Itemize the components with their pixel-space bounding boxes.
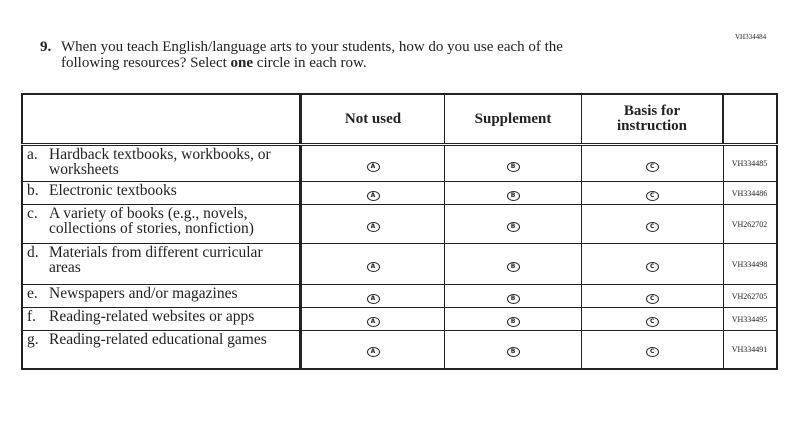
row-letter: c.: [27, 205, 38, 222]
radio-bubble-a[interactable]: A: [366, 294, 380, 304]
question-text: 9. When you teach English/language arts t…: [40, 39, 563, 71]
header-supplement: Supplement: [444, 93, 582, 146]
row-text: Materials from different curricular area…: [49, 244, 263, 276]
row-letter: g.: [27, 331, 39, 348]
row-letter: b.: [27, 182, 39, 199]
row-text: Electronic textbooks: [49, 182, 177, 199]
table-row: a. Hardback textbooks, workbooks, or work…: [21, 144, 777, 182]
radio-bubble-c[interactable]: C: [645, 347, 659, 358]
option-cell: A: [300, 284, 445, 308]
option-cell: B: [444, 204, 582, 244]
radio-bubble-b[interactable]: B: [506, 317, 520, 327]
radio-bubble-b[interactable]: B: [506, 294, 520, 304]
header-not-used: Not used: [300, 93, 445, 146]
row-code: VH334491: [722, 330, 777, 369]
header-code: [722, 93, 777, 146]
option-cell: C: [581, 181, 724, 205]
radio-bubble-a[interactable]: A: [366, 317, 380, 327]
radio-bubble-c[interactable]: C: [645, 161, 659, 172]
table-row: d. Materials from different curricular ar…: [21, 243, 777, 285]
row-code: VH334486: [722, 181, 777, 205]
radio-bubble-a[interactable]: A: [366, 262, 380, 272]
row-label: c. A variety of books (e.g., novels, coll…: [21, 204, 302, 244]
option-cell: C: [581, 330, 724, 369]
radio-bubble-c[interactable]: C: [645, 317, 659, 327]
radio-bubble-a[interactable]: A: [366, 191, 380, 201]
radio-bubble-b[interactable]: B: [506, 347, 520, 358]
question-line1: When you teach English/language arts to …: [61, 39, 563, 55]
header-blank: [21, 93, 302, 146]
option-cell: C: [581, 204, 724, 244]
row-code: VH334485: [722, 144, 777, 182]
option-cell: B: [444, 144, 582, 182]
row-text: Hardback textbooks, workbooks, or worksh…: [49, 146, 271, 178]
row-letter: e.: [27, 285, 38, 302]
table-row: c. A variety of books (e.g., novels, coll…: [21, 204, 777, 244]
option-cell: B: [444, 243, 582, 285]
row-code: VH334495: [722, 307, 777, 331]
radio-bubble-c[interactable]: C: [645, 191, 659, 201]
question-line2: following resources? Select: [61, 55, 231, 71]
row-label: f. Reading-related websites or apps: [21, 307, 302, 331]
table-row: b. Electronic textbooks A B C VH334486: [21, 181, 777, 205]
row-label: g. Reading-related educational games: [21, 330, 302, 369]
option-cell: A: [300, 181, 445, 205]
row-code: VH262705: [722, 284, 777, 308]
row-label: a. Hardback textbooks, workbooks, or work…: [21, 144, 302, 182]
radio-bubble-a[interactable]: A: [366, 222, 380, 232]
question-emphasis: one: [230, 55, 254, 71]
radio-bubble-c[interactable]: C: [645, 294, 659, 304]
row-label: e. Newspapers and/or magazines: [21, 284, 302, 308]
option-cell: C: [581, 243, 724, 285]
response-table: Not used Supplement Basis for instructio…: [21, 93, 778, 370]
radio-bubble-b[interactable]: B: [506, 191, 520, 201]
radio-bubble-b[interactable]: B: [506, 222, 520, 232]
radio-bubble-c[interactable]: C: [645, 222, 659, 232]
option-cell: B: [444, 307, 582, 331]
row-text: Reading-related websites or apps: [49, 308, 255, 325]
option-cell: C: [581, 307, 724, 331]
row-code: VH262702: [722, 204, 777, 244]
radio-bubble-b[interactable]: B: [506, 262, 520, 272]
row-letter: d.: [27, 244, 39, 261]
row-text: Reading-related educational games: [49, 331, 267, 348]
radio-bubble-c[interactable]: C: [645, 262, 659, 272]
form-code: VH334484: [735, 33, 767, 41]
option-cell: C: [581, 284, 724, 308]
option-cell: B: [444, 284, 582, 308]
question-number: 9.: [40, 39, 52, 55]
option-cell: A: [300, 144, 445, 182]
option-cell: B: [444, 181, 582, 205]
row-label: b. Electronic textbooks: [21, 181, 302, 205]
option-cell: A: [300, 243, 445, 285]
table-row: e. Newspapers and/or magazines A B C VH262705: [21, 284, 777, 308]
option-cell: C: [581, 144, 724, 182]
option-cell: A: [300, 204, 445, 244]
radio-bubble-a[interactable]: A: [366, 161, 380, 172]
table-row: f. Reading-related websites or apps A B C VH3…: [21, 307, 777, 331]
row-letter: a.: [27, 146, 38, 163]
question-line2-end: circle in each row.: [253, 55, 367, 71]
row-code: VH334498: [722, 243, 777, 285]
row-text: A variety of books (e.g., novels, collec…: [49, 205, 254, 237]
row-label: d. Materials from different curricular ar…: [21, 243, 302, 285]
option-cell: B: [444, 330, 582, 369]
table-row: g. Reading-related educational games A B C VH…: [21, 330, 777, 369]
row-letter: f.: [27, 308, 37, 325]
option-cell: A: [300, 330, 445, 369]
radio-bubble-b[interactable]: B: [506, 161, 520, 172]
row-text: Newspapers and/or magazines: [49, 285, 238, 302]
radio-bubble-a[interactable]: A: [366, 347, 380, 358]
header-basis: Basis for instruction: [581, 93, 724, 146]
option-cell: A: [300, 307, 445, 331]
